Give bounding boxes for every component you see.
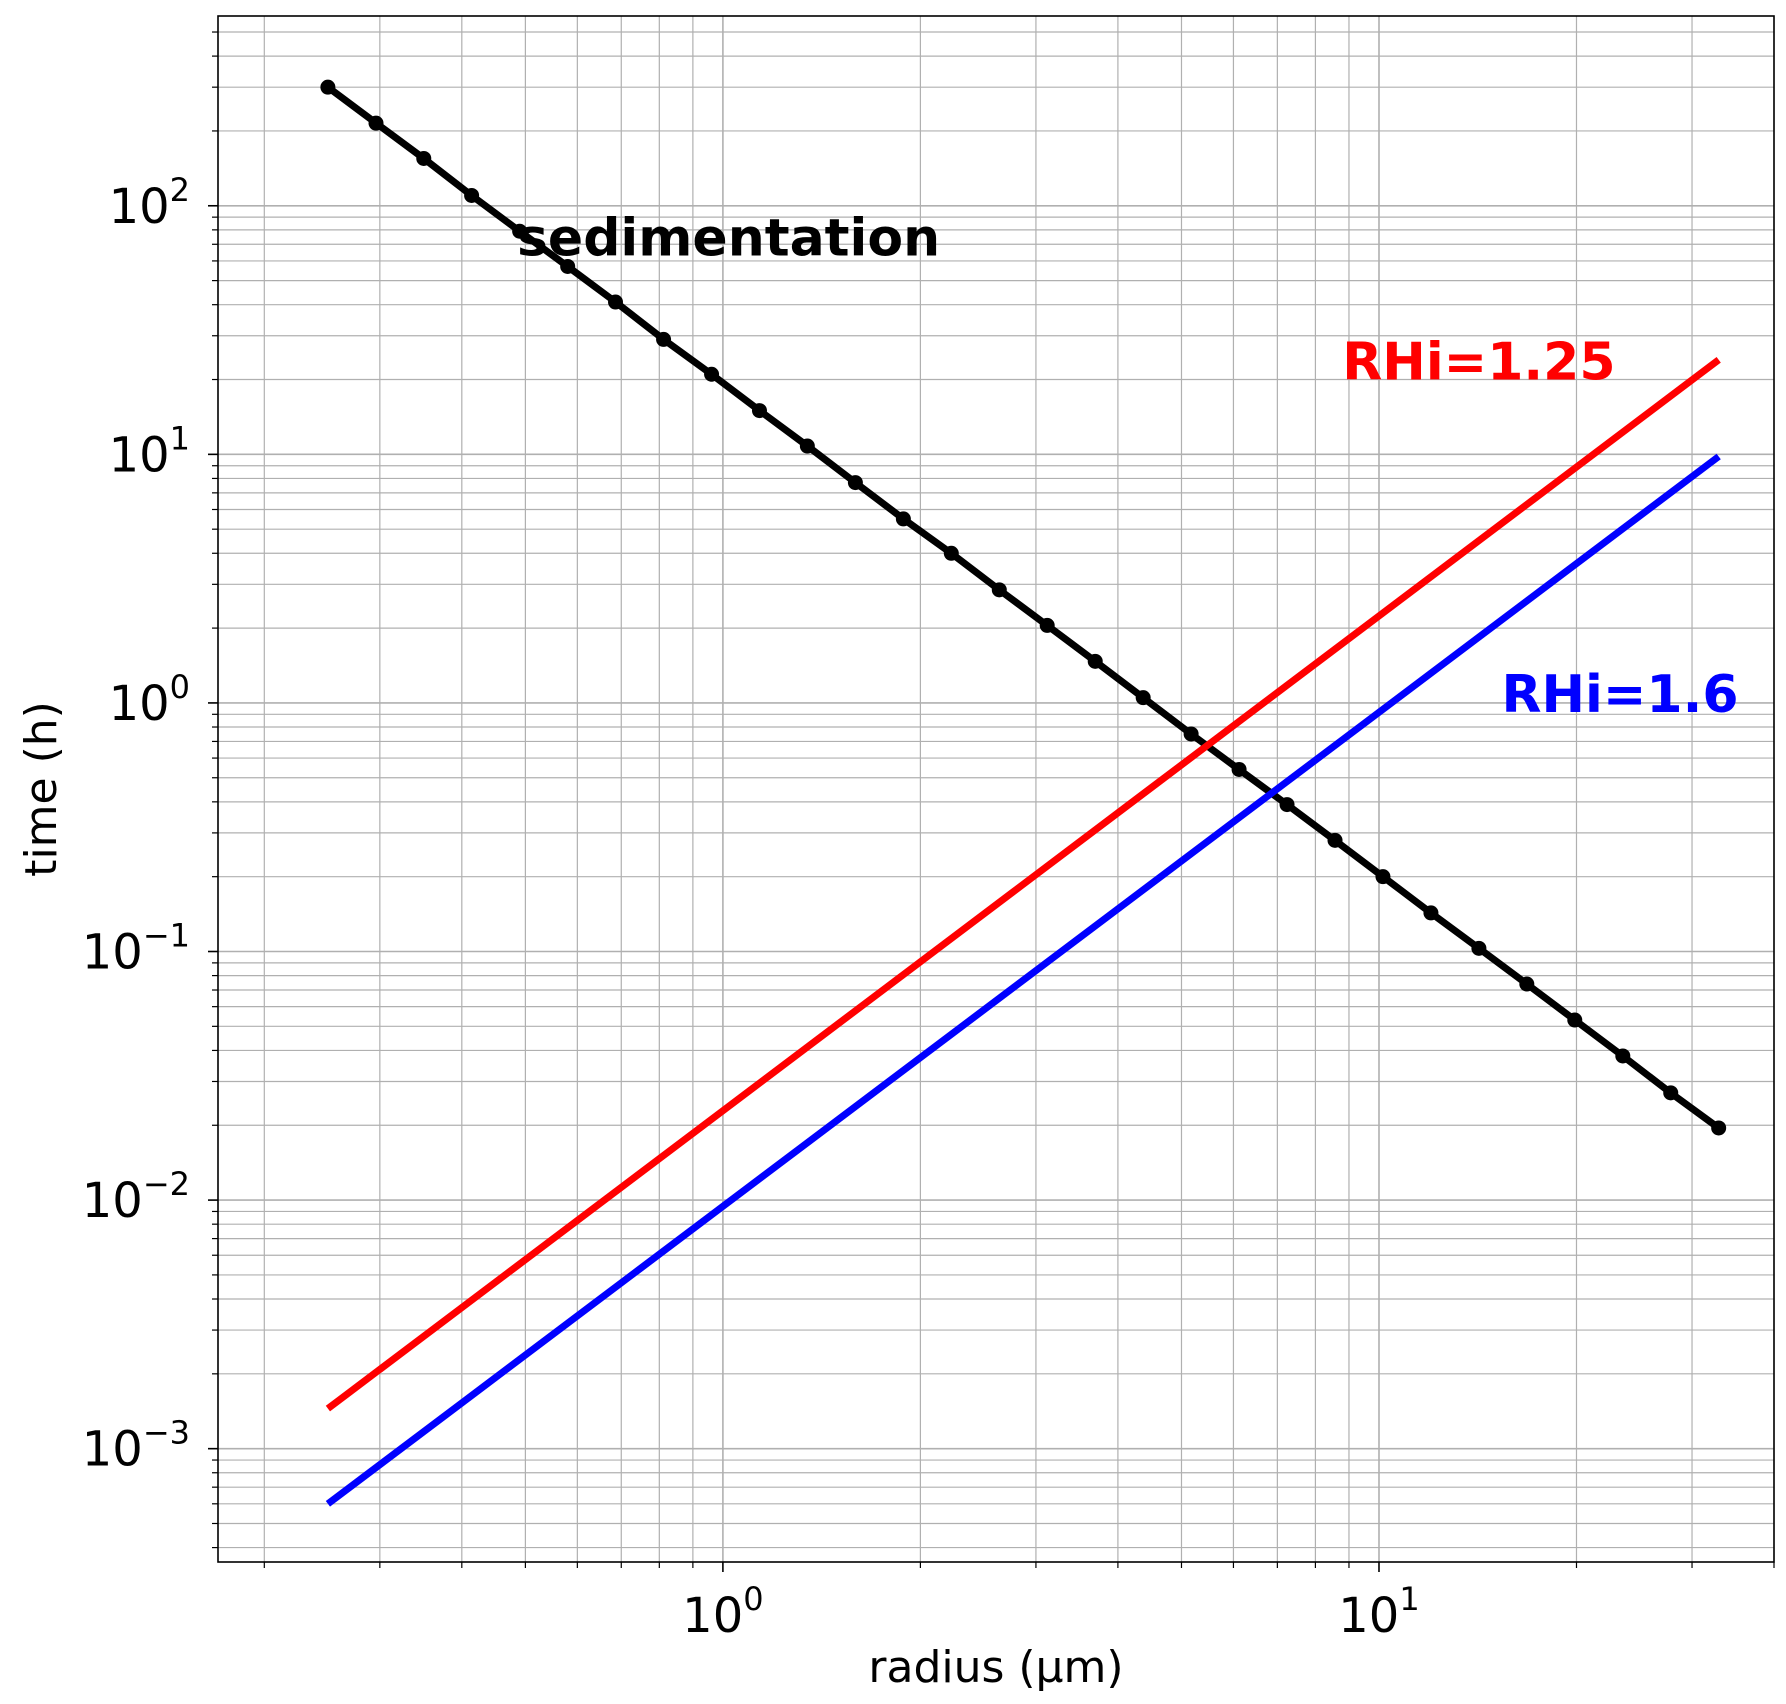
data-point: [1423, 905, 1439, 921]
data-point: [895, 511, 911, 527]
data-point: [1279, 797, 1295, 813]
annotations: sedimentation RHi=1.25 RHi=1.6: [517, 209, 1739, 725]
data-point: [1663, 1085, 1679, 1101]
major-gridlines: [218, 16, 1774, 1562]
y-axis-label: time (h): [16, 701, 67, 877]
data-point: [1375, 869, 1391, 885]
data-point: [656, 331, 672, 347]
data-point: [1615, 1048, 1631, 1064]
data-point: [1183, 726, 1199, 742]
data-point: [608, 294, 624, 310]
annotation-label: RHi=1.25: [1342, 333, 1615, 393]
series-sedimentation: [320, 79, 1727, 1136]
series-rhi-1-25: [325, 357, 1721, 1412]
data-point: [704, 366, 720, 382]
data-point: [1087, 653, 1103, 669]
data-point: [560, 258, 576, 274]
series-line-rhi-1-6: [325, 453, 1721, 1507]
series-rhi-1-6: [325, 453, 1721, 1507]
x-tick-label: 100: [682, 1580, 763, 1644]
data-point: [1039, 617, 1055, 633]
data-point: [416, 150, 432, 166]
series-layer: [320, 79, 1727, 1507]
data-point: [512, 223, 528, 239]
plot-frame: [217, 15, 1775, 1563]
data-point: [1711, 1120, 1727, 1136]
annotation-label: sedimentation: [517, 209, 940, 269]
x-axis-label: radius (μm): [868, 1642, 1123, 1693]
data-point: [943, 545, 959, 561]
data-point: [1471, 940, 1487, 956]
axis-ticks: [208, 31, 1775, 1572]
y-tick-label: 101: [109, 419, 190, 483]
data-point: [1519, 976, 1535, 992]
x-tick-label: 101: [1338, 1580, 1419, 1644]
data-point: [991, 582, 1007, 598]
data-point: [1135, 690, 1151, 706]
data-point: [1231, 761, 1247, 777]
data-point: [1327, 832, 1343, 848]
y-tick-label: 100: [109, 668, 190, 732]
data-point: [320, 79, 336, 95]
data-point: [368, 115, 384, 131]
minor-gridlines: [218, 16, 1775, 1562]
tick-labels: 100 101 10−3 10−2 10−1 100 101 102: [82, 171, 1420, 1644]
y-tick-label: 102: [109, 171, 190, 235]
series-line-rhi-1-25: [325, 357, 1721, 1412]
y-tick-label: 10−3: [82, 1414, 190, 1478]
series-line-sedimentation: [325, 84, 1721, 1131]
annotation-label: RHi=1.6: [1501, 665, 1738, 725]
y-tick-label: 10−1: [82, 917, 190, 981]
data-point: [1567, 1012, 1583, 1028]
data-point: [464, 187, 480, 203]
data-point: [847, 475, 863, 491]
data-point: [751, 403, 767, 419]
data-point: [799, 438, 815, 454]
y-tick-label: 10−2: [82, 1165, 190, 1229]
